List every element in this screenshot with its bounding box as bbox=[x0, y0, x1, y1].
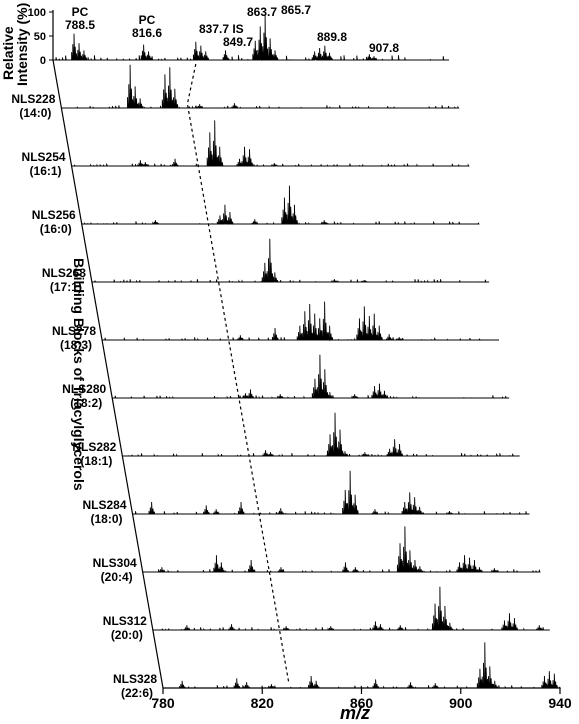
series-name-NLS328: NLS328 bbox=[113, 672, 157, 686]
spectrum-NLS304 bbox=[142, 526, 541, 573]
series-name-NLS312: NLS312 bbox=[103, 614, 147, 628]
top-spectrum bbox=[53, 14, 449, 62]
side-title: Building Blocks of Triacylglycerols bbox=[71, 258, 87, 491]
panel-NLS304: NLS304(20:4) bbox=[93, 526, 541, 584]
series-sub-NLS282: (18:1) bbox=[80, 454, 112, 468]
panel-NLS282: NLS282(18:1) bbox=[72, 412, 520, 468]
spectrum-NLS268 bbox=[91, 238, 490, 283]
peak-label-788.5: PC 788.5 bbox=[65, 5, 95, 32]
series-name-NLS256: NLS256 bbox=[32, 208, 76, 222]
x-ticks: 780 820 860 900 940 bbox=[151, 688, 572, 711]
series-name-NLS304: NLS304 bbox=[93, 556, 137, 570]
spectrum-NLS280 bbox=[112, 354, 510, 399]
x-tick-label-820: 820 bbox=[251, 695, 275, 711]
y-axis-title: Relative bbox=[0, 26, 16, 80]
top-y-label-50: 50 bbox=[34, 31, 46, 43]
x-tick-label-780: 780 bbox=[151, 695, 175, 711]
peak-label-865.7: 865.7 bbox=[281, 3, 311, 17]
peak-label-837.7: 837.7 bbox=[199, 22, 229, 36]
panel-NLS256: NLS256(16:0) bbox=[32, 185, 480, 236]
series-name-NLS282: NLS282 bbox=[72, 440, 116, 454]
panel-NLS328: NLS328(22:6) bbox=[113, 642, 561, 700]
panel-NLS284: NLS284(18:0) bbox=[82, 470, 530, 526]
series-sub-NLS268: (17:1) bbox=[50, 280, 82, 294]
series-name-NLS284: NLS284 bbox=[82, 498, 126, 512]
x-axis-title: m/z bbox=[340, 703, 370, 723]
stack-slant-axis bbox=[52, 59, 164, 689]
spectrum-NLS254 bbox=[71, 120, 470, 167]
panel-NLS254: NLS254(16:1) bbox=[22, 120, 470, 178]
series-sub-NLS328: (22:6) bbox=[121, 686, 153, 700]
spectrum-NLS256 bbox=[81, 185, 480, 225]
x-tick-label-860: 860 bbox=[350, 695, 374, 711]
y-axis-title-line2: Intensity (%) bbox=[14, 3, 30, 86]
spectra-panels: NLS228(14:0)NLS254(16:1)NLS256(16:0)NLS2… bbox=[11, 64, 561, 700]
panel-NLS312: NLS312(20:0) bbox=[103, 586, 550, 642]
series-name-NLS280: NLS280 bbox=[62, 382, 106, 396]
panel-NLS228: NLS228(14:0) bbox=[11, 64, 460, 120]
top-peak-labels: PC 788.5 PC 816.6 837.7 IS 849.7 863.7 865.7 889.… bbox=[65, 3, 399, 55]
spectrum-NLS312 bbox=[152, 586, 550, 631]
peak-label-907.8: 907.8 bbox=[369, 41, 399, 55]
series-sub-NLS254: (16:1) bbox=[30, 164, 62, 178]
spectrum-NLS278 bbox=[102, 301, 499, 342]
series-sub-NLS228: (14:0) bbox=[19, 106, 51, 120]
series-sub-NLS304: (20:4) bbox=[101, 570, 133, 584]
panel-NLS278: NLS278(18:3) bbox=[52, 301, 499, 352]
panel-NLS280: NLS280(18:2) bbox=[62, 354, 510, 410]
spectrum-NLS228 bbox=[61, 64, 460, 109]
top-y-label-100: 100 bbox=[28, 7, 46, 19]
series-sub-NLS278: (18:3) bbox=[60, 338, 92, 352]
spectrum-NLS284 bbox=[132, 470, 530, 515]
series-name-NLS268: NLS268 bbox=[42, 266, 86, 280]
top-y-label-0: 0 bbox=[40, 55, 46, 67]
peak-label-889.8: 889.8 bbox=[317, 30, 347, 44]
spectrum-NLS282 bbox=[122, 412, 520, 457]
series-sub-NLS256: (16:0) bbox=[40, 222, 72, 236]
peak-label-863.7: 863.7 bbox=[247, 5, 277, 19]
series-name-NLS254: NLS254 bbox=[22, 150, 66, 164]
dashed-trace-line bbox=[186, 63, 290, 685]
x-tick-label-900: 900 bbox=[449, 695, 473, 711]
series-name-NLS278: NLS278 bbox=[52, 324, 96, 338]
panel-NLS268: NLS268(17:1) bbox=[42, 238, 490, 294]
spectrum-NLS328 bbox=[163, 642, 561, 689]
series-sub-NLS284: (18:0) bbox=[91, 512, 123, 526]
top-spectrum-trace bbox=[53, 14, 449, 62]
x-tick-label-940: 940 bbox=[548, 695, 572, 711]
series-sub-NLS280: (18:2) bbox=[70, 396, 102, 410]
peak-label-816.6: PC 816.6 bbox=[132, 13, 162, 40]
series-sub-NLS312: (20:0) bbox=[111, 628, 143, 642]
series-name-NLS228: NLS228 bbox=[11, 92, 55, 106]
peak-label-849.7: IS 849.7 bbox=[223, 22, 253, 49]
